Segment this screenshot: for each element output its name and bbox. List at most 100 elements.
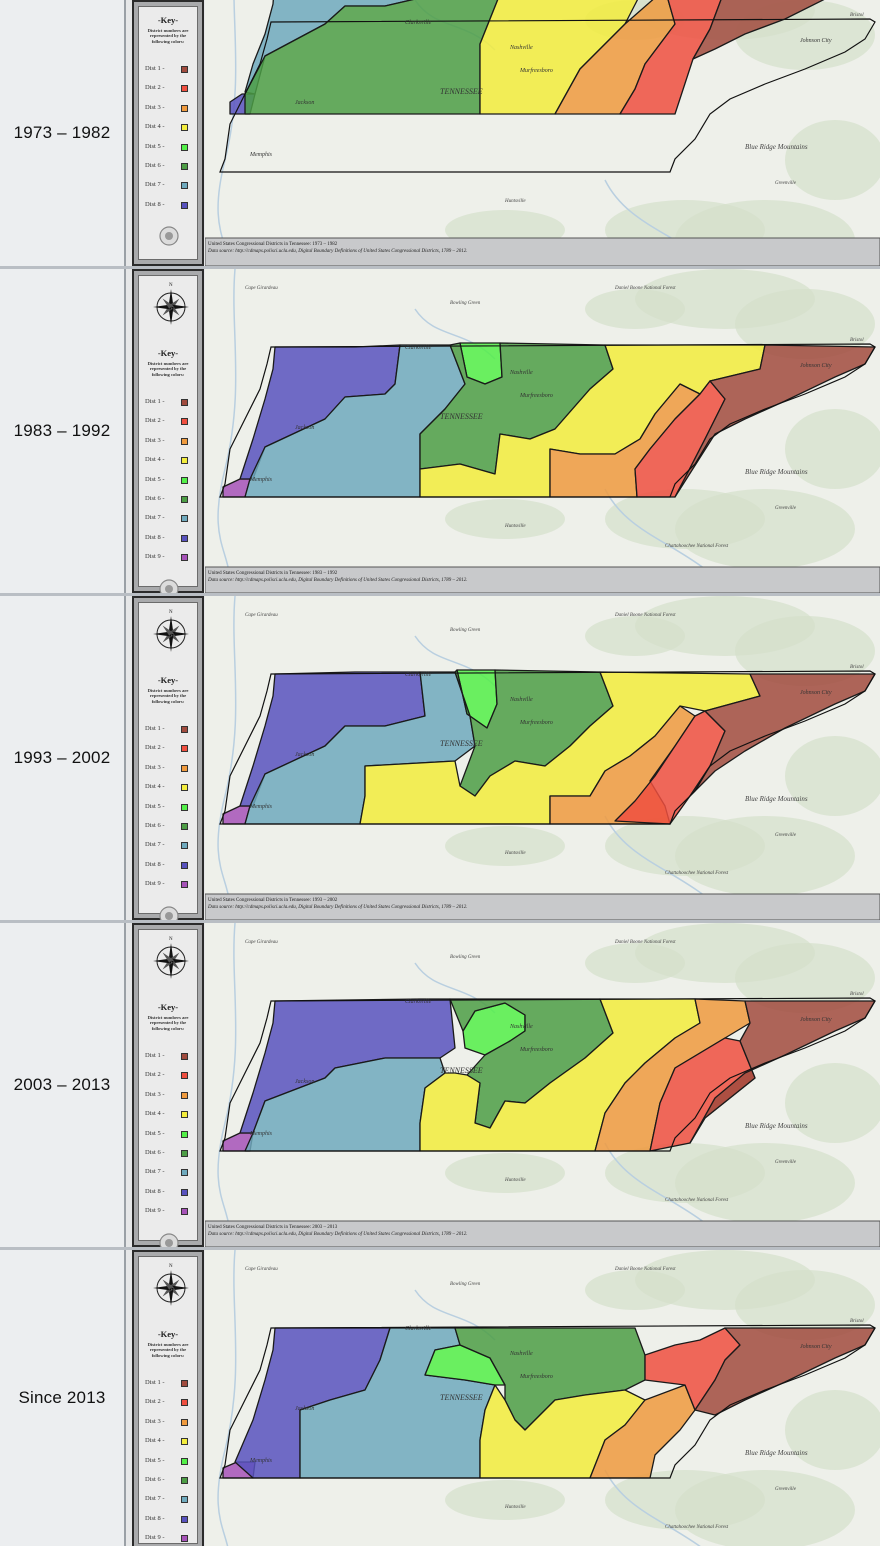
key-swatch	[181, 163, 188, 170]
key-item-label: Dist 8 -	[145, 200, 165, 208]
city-label: Cape Girardeau	[245, 940, 278, 945]
key-item-label: Dist 4 -	[145, 123, 165, 131]
key-swatch	[181, 399, 188, 406]
terrain-shade	[445, 826, 565, 866]
region-label: Chattahoochee National Forest	[665, 871, 729, 876]
key-item-label: Dist 1 -	[145, 1052, 165, 1059]
key-swatch	[181, 496, 188, 503]
key-description: District numbers are represented by the …	[147, 361, 189, 377]
key-item-label: Dist 4 -	[145, 1110, 165, 1118]
river-line	[217, 269, 237, 593]
region-label: Blue Ridge Mountains	[745, 143, 808, 151]
compass-rose-icon: N	[153, 937, 189, 979]
key-swatch	[181, 1111, 188, 1119]
row-divider	[0, 593, 880, 596]
city-label: Murfreesboro	[519, 67, 553, 74]
key-title: -Key-	[157, 15, 179, 25]
caption-bar	[205, 566, 880, 593]
key-panel: N -Key- District numbers are represented b…	[132, 596, 204, 926]
city-label: Cape Girardeau	[245, 613, 278, 618]
compass-rose-icon: N	[153, 1264, 189, 1306]
key-swatch	[181, 1457, 188, 1465]
city-label: Jackson	[295, 100, 314, 106]
river-line	[217, 1250, 237, 1546]
key-item-label: Dist 5 -	[145, 475, 165, 483]
key-swatch	[181, 1535, 188, 1543]
state-label: TENNESSEE	[440, 1393, 483, 1402]
city-label: Johnson City	[800, 690, 832, 696]
city-label: Johnson City	[800, 363, 832, 369]
city-label: Huntsville	[504, 1178, 526, 1183]
key-swatch	[181, 1418, 188, 1426]
period-label: 1973 – 1982	[13, 123, 111, 142]
state-outline	[219, 1324, 876, 1479]
key-item-label: Dist 4 -	[145, 783, 165, 791]
key-item-label: Dist 3 -	[145, 1090, 165, 1098]
key-item-label: Dist 2 -	[145, 1071, 165, 1079]
city-label: Murfreesboro	[519, 719, 553, 726]
key-panel: N -Key- District numbers are represented b…	[132, 1250, 204, 1546]
key-description: District numbers are represented by the …	[147, 1342, 189, 1358]
map-row-1993-2002: 1993 – 2002 N -Key- District numbers are r…	[0, 596, 880, 926]
key-swatch	[181, 803, 188, 811]
city-label: Huntsville	[504, 851, 526, 856]
city-label: Cape Girardeau	[245, 286, 278, 291]
state-label: TENNESSEE	[440, 739, 483, 748]
city-label: Greenville	[775, 1487, 797, 1492]
terrain-shade	[785, 120, 880, 200]
key-swatch	[181, 1091, 188, 1099]
key-item-label: Dist 2 -	[145, 84, 165, 92]
key-panel-inner: N -Key- District numbers are represented b…	[138, 1256, 198, 1544]
city-label: Greenville	[775, 181, 797, 186]
city-label: Bristol	[850, 1319, 864, 1324]
region-label: Chattahoochee National Forest	[665, 544, 729, 549]
city-label: Cape Girardeau	[245, 1267, 278, 1272]
key-swatch	[181, 66, 188, 73]
state-outline	[219, 670, 876, 825]
key-swatch	[181, 1380, 188, 1387]
city-label: Johnson City	[800, 38, 832, 44]
key-title: -Key-	[157, 1002, 179, 1012]
key-swatch	[181, 85, 188, 93]
key-description: District numbers are represented by the …	[147, 688, 189, 704]
caption-bar	[205, 1220, 880, 1247]
city-label: Johnson City	[800, 1017, 832, 1023]
key-item-label: Dist 7 -	[145, 1168, 165, 1176]
map-svg: TENNESSEE Nashville Murfreesboro Jackson Mem…	[205, 1250, 880, 1546]
key-item-label: Dist 2 -	[145, 744, 165, 752]
city-label: Nashville	[509, 1024, 533, 1030]
city-label: Bowling Green	[450, 955, 481, 960]
key-item-label: Dist 9 -	[145, 553, 165, 561]
compass-rose-icon: N	[153, 283, 189, 325]
river-line	[217, 596, 237, 920]
terrain-shade	[585, 943, 685, 983]
map-caption: United States Congressional Districts in…	[208, 571, 338, 576]
map-row-since-2013: Since 2013 N -Key- District numbers are re…	[0, 1250, 880, 1546]
region-label: Blue Ridge Mountains	[745, 795, 808, 803]
key-swatch	[181, 1188, 188, 1196]
map-caption: United States Congressional Districts in…	[208, 242, 338, 247]
state-outline	[219, 997, 876, 1152]
key-item-label: Dist 4 -	[145, 456, 165, 464]
key-title: -Key-	[157, 675, 179, 685]
map-row-1973-1982: 1973 – 1982 -Key- District numbers are re…	[0, 0, 880, 266]
key-swatch	[181, 1208, 188, 1216]
data-source-caption: Data source: http://cdmaps.polisci.ucla.…	[207, 249, 467, 254]
key-swatch	[181, 726, 188, 733]
svg-text:N: N	[169, 283, 173, 288]
region-label: Blue Ridge Mountains	[745, 1449, 808, 1457]
city-label: Jackson	[295, 752, 314, 758]
key-item-label: Dist 3 -	[145, 103, 165, 111]
period-label: 1993 – 2002	[13, 748, 111, 767]
region-label: Blue Ridge Mountains	[745, 1122, 808, 1130]
river-line	[604, 1469, 701, 1546]
terrain-shade	[445, 1480, 565, 1520]
city-label: Memphis	[249, 1458, 273, 1464]
key-item-label: Dist 5 -	[145, 802, 165, 810]
terrain-shade	[675, 489, 855, 569]
city-label: Bristol	[850, 665, 864, 670]
terrain-shade	[585, 616, 685, 656]
key-item-label: Dist 3 -	[145, 763, 165, 771]
key-swatch	[181, 1515, 188, 1523]
